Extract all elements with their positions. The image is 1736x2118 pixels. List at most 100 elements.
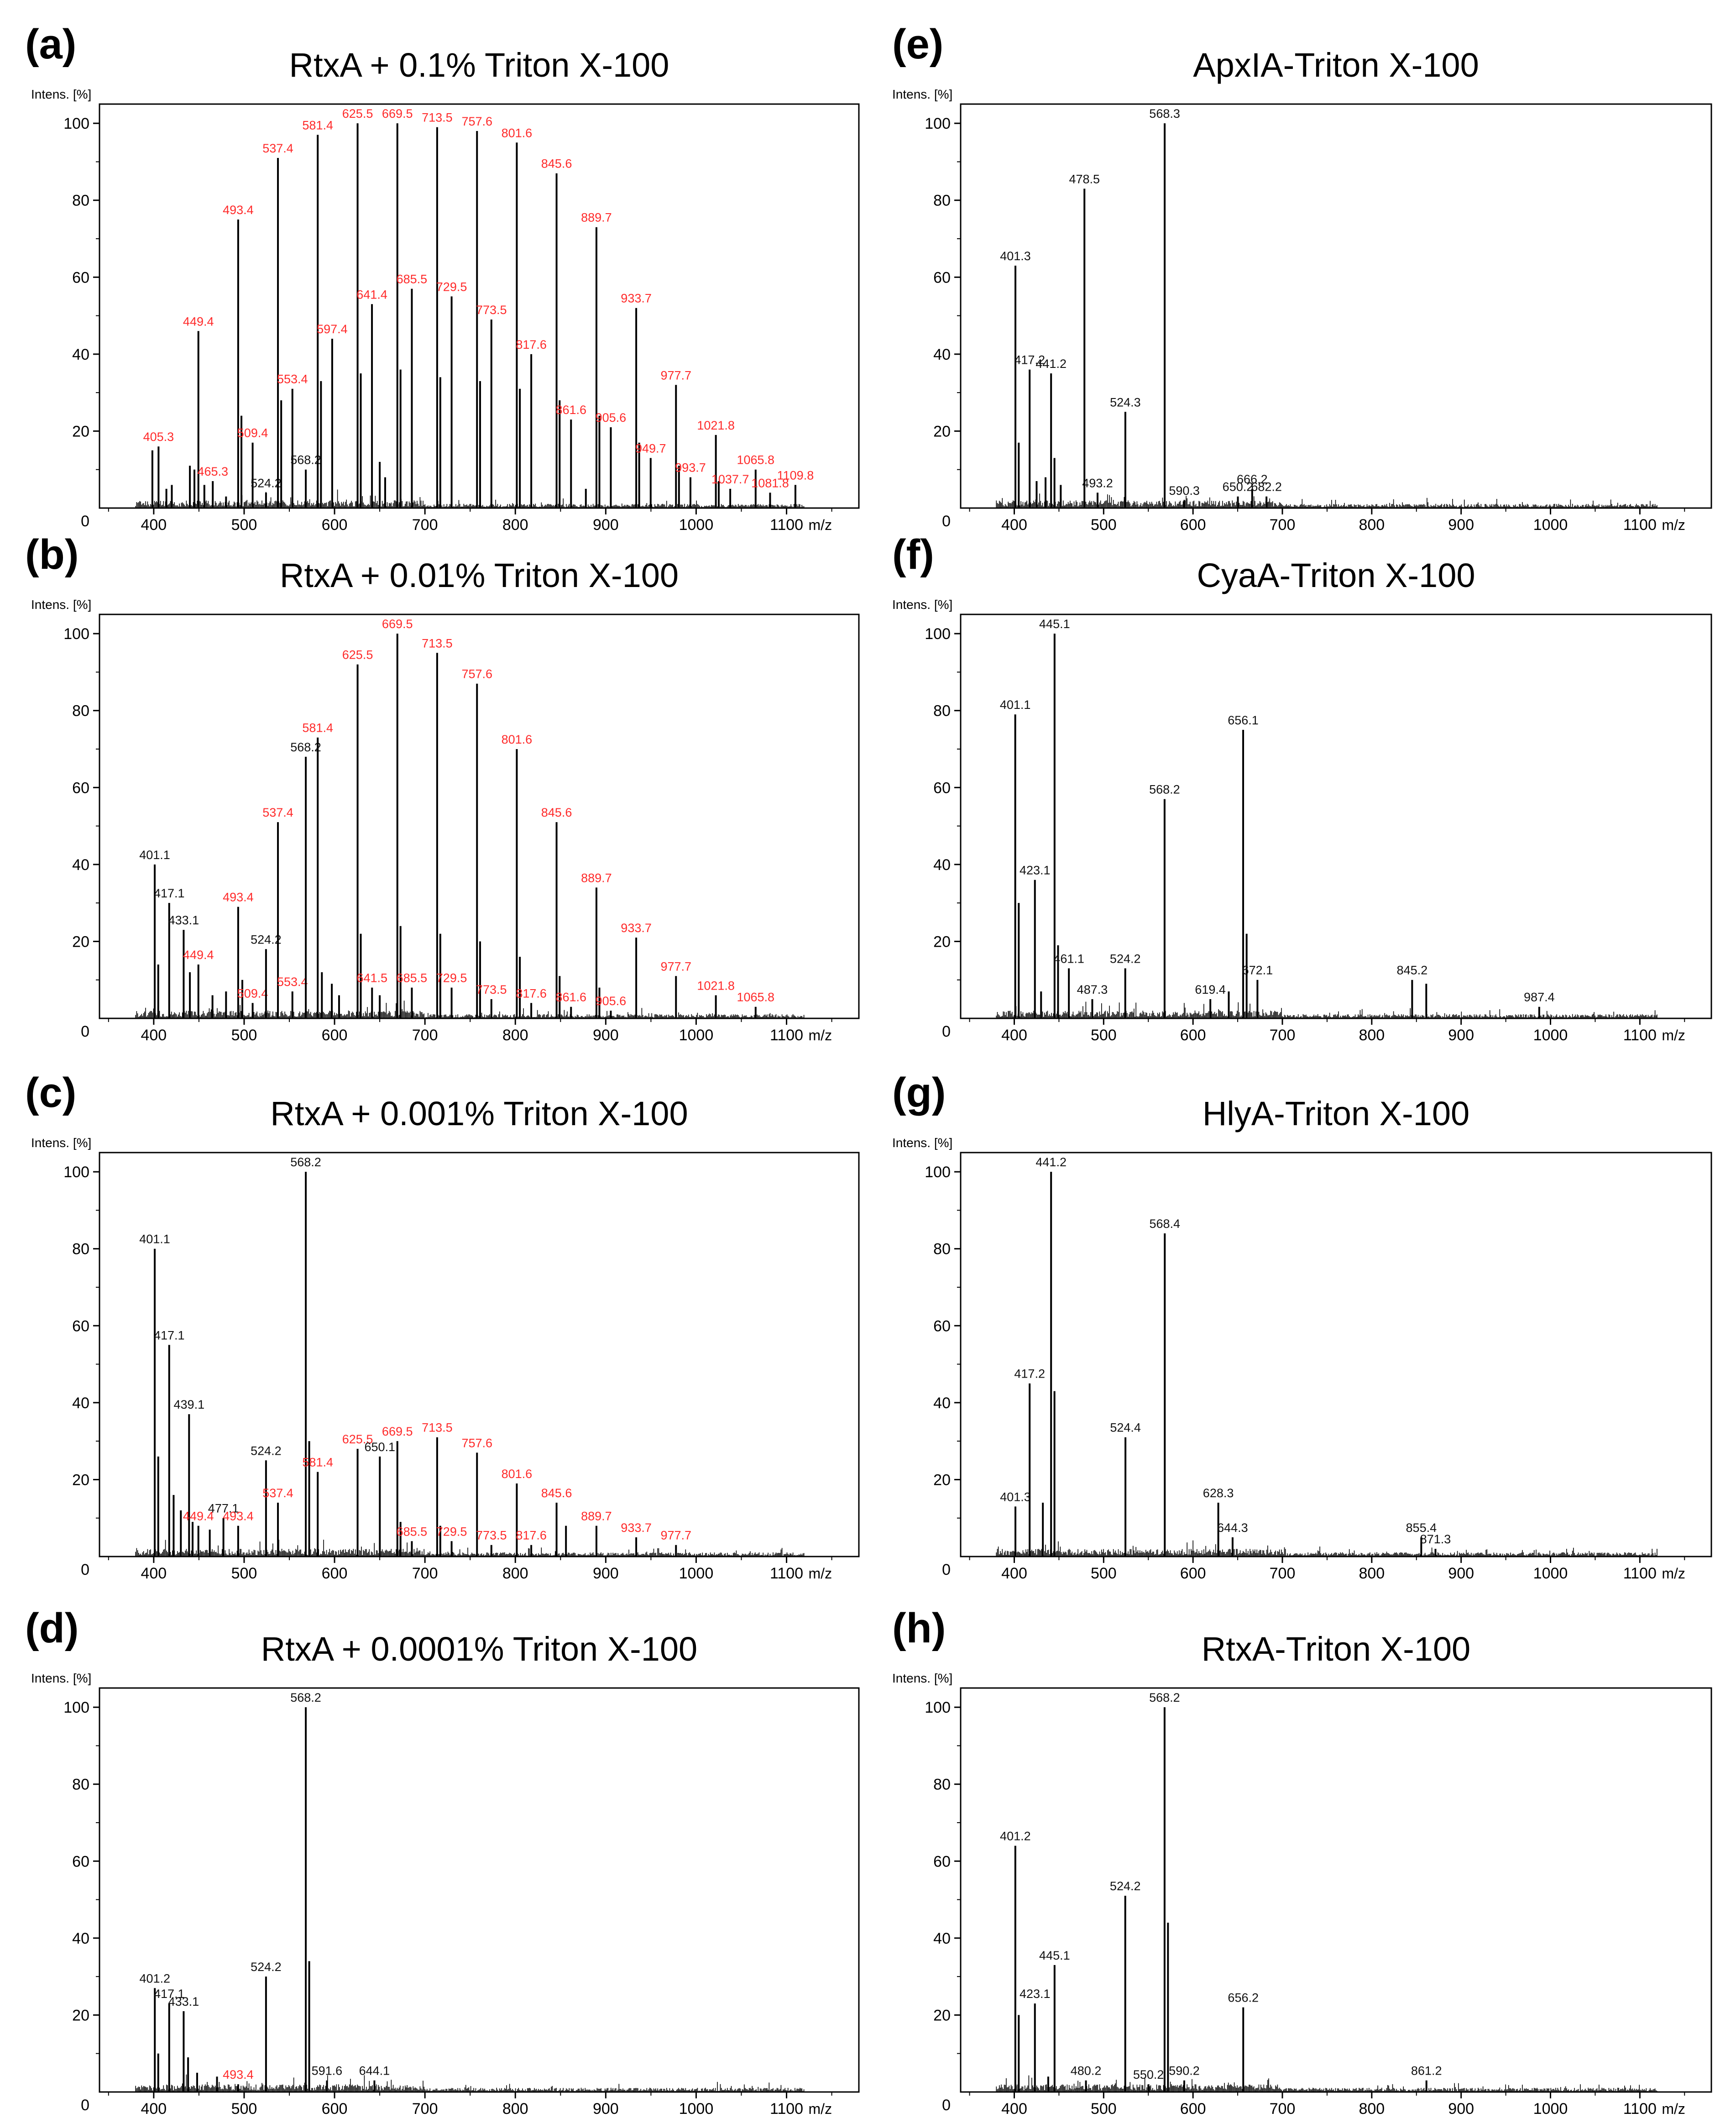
panel-h-xtick-label: 700 (1270, 2100, 1296, 2118)
panel-a-peak-label: 817.6 (516, 338, 547, 351)
panel-d-ylabel: Intens. [%] (31, 1671, 91, 1685)
panel-e-title: ApxIA-Triton X-100 (1193, 46, 1479, 84)
panel-e-xtick-label: 600 (1180, 516, 1206, 534)
panel-g-peak-label: 524.4 (1110, 1421, 1141, 1435)
panel-f-frame (960, 613, 1712, 1019)
panel-b-peak-label: 713.5 (422, 636, 453, 650)
panel-a-peak-label: 801.6 (502, 126, 533, 140)
panel-a-peak-label: 1021.8 (697, 419, 735, 432)
panel-b-xtick-label: 1000 (679, 1027, 714, 1044)
panel-a-peak-label: 1065.8 (737, 453, 774, 467)
panel-c-peak-label: 477.1 (208, 1502, 239, 1515)
panel-c-peak-label: 817.6 (516, 1529, 547, 1542)
panel-d-ytick-label: 20 (72, 2007, 89, 2024)
panel-d-xtick-label: 900 (593, 2100, 619, 2118)
panel-a-peak-label: 773.5 (476, 303, 507, 317)
panel-a-peak-label: 493.4 (223, 203, 254, 217)
panel-g-xtick-label: 900 (1448, 1565, 1474, 1582)
panel-a-peak-label: 729.5 (436, 280, 467, 294)
panel-h-xlabel: m/z (1662, 2101, 1685, 2117)
panel-b-origin-label: 0 (81, 1023, 89, 1040)
panel-b-peak-label: 757.6 (461, 667, 492, 681)
panel-c-peak-label: 417.1 (154, 1328, 185, 1342)
panel-b-letter: (b) (25, 531, 78, 578)
panel-c-xtick-label: 600 (322, 1565, 348, 1582)
panel-d-xtick-label: 1000 (679, 2100, 714, 2118)
panel-e-peak-label: 682.2 (1251, 480, 1282, 494)
panel-e-frame (960, 103, 1712, 509)
panel-b-xtick-label: 900 (593, 1027, 619, 1044)
panel-e-peak-label: 524.3 (1110, 395, 1141, 409)
panel-g-xtick-label: 400 (1001, 1565, 1027, 1582)
panel-a: (a) RtxA + 0.1% Triton X-100 Intens. [%] 20… (25, 21, 860, 534)
panel-f-peak-label: 445.1 (1039, 617, 1070, 631)
panel-g-peak-label: 871.3 (1420, 1532, 1451, 1546)
panel-h-peak-label: 423.1 (1020, 1987, 1051, 2001)
panel-g-ytick-label: 40 (933, 1395, 951, 1412)
panel-b-peak-label: 509.4 (237, 986, 268, 1000)
panel-g-xtick-label: 800 (1359, 1565, 1385, 1582)
panel-c: (c) RtxA + 0.001% Triton X-100 Intens. [%]… (25, 1069, 860, 1582)
panel-a-peak-label: 509.4 (237, 426, 268, 440)
panel-g-ytick-label: 100 (925, 1164, 951, 1181)
panel-f-ytick-label: 80 (933, 703, 951, 720)
panel-a-peak-label: 905.6 (596, 411, 627, 425)
panel-g-letter: (g) (892, 1069, 946, 1116)
panel-e: (e) ApxIA-Triton X-100 Intens. [%] 20 40 60 80… (892, 21, 1712, 534)
panel-d-peak-label: 433.1 (168, 1995, 199, 2008)
panel-c-xtick-label: 1000 (679, 1565, 714, 1582)
panel-e-xtick-label: 500 (1091, 516, 1117, 534)
panel-d-peak-label: 644.1 (359, 2064, 390, 2078)
panel-a-peak-label: 581.4 (302, 118, 333, 132)
panel-d-baseline-noise (135, 2074, 805, 2092)
panel-c-peak-label: 493.4 (223, 1510, 254, 1523)
panel-f-xtick-label: 700 (1270, 1027, 1296, 1044)
panel-a-xtick-label: 1000 (679, 516, 714, 534)
panel-b-peak-label: 568.2 (290, 740, 321, 754)
panel-d: (d) RtxA + 0.0001% Triton X-100 Intens. [%… (25, 1605, 860, 2118)
panel-e-baseline-noise (996, 493, 1658, 508)
panel-d-peak-label: 524.2 (251, 1960, 282, 1974)
panel-c-peak-label: 449.4 (183, 1510, 214, 1523)
panel-f-ytick-label: 20 (933, 933, 951, 950)
panel-a-peak-label: 597.4 (317, 322, 348, 336)
panel-c-peak-label: 537.4 (262, 1486, 293, 1500)
panel-b-xtick-label: 700 (412, 1027, 438, 1044)
panel-a-peak-label: 568.2 (290, 453, 321, 467)
panel-a-peak-label: 993.7 (675, 461, 706, 475)
panel-b-xtick-label: 1100 (770, 1027, 803, 1044)
panel-e-peak-label: 478.5 (1069, 172, 1100, 186)
panel-g-xtick-label: 1000 (1533, 1565, 1568, 1582)
panel-b-ytick-label: 80 (72, 703, 89, 720)
panel-f-peak-label: 401.1 (1000, 698, 1031, 712)
panel-h-peak-label: 480.2 (1071, 2064, 1102, 2078)
panel-c-xtick-label: 1100 (770, 1565, 803, 1582)
panel-a-peak-label: 845.6 (541, 157, 572, 171)
panel-c-peak-label: 650.1 (365, 1440, 396, 1454)
panel-g-baseline-noise (996, 1539, 1658, 1557)
panel-d-peak-label: 493.4 (223, 2068, 254, 2081)
panel-a-peak-label: 889.7 (581, 211, 612, 225)
panel-d-origin-label: 0 (81, 2097, 89, 2114)
panel-b-xtick-label: 500 (231, 1027, 257, 1044)
panel-d-xtick-label: 600 (322, 2100, 348, 2118)
panel-b-peak-label: 433.1 (168, 913, 199, 927)
panel-d-xlabel: m/z (809, 2101, 832, 2117)
panel-g-title: HlyA-Triton X-100 (1203, 1095, 1469, 1132)
panel-g-peak-label: 855.4 (1406, 1521, 1437, 1535)
panel-d-xtick-label: 700 (412, 2100, 438, 2118)
panel-d-letter: (d) (25, 1605, 78, 1651)
panel-a-peak-label: 1081.8 (751, 476, 789, 490)
panel-f-peak-label: 423.1 (1020, 864, 1051, 877)
panel-a-xlabel: m/z (809, 517, 832, 533)
panel-d-peak-label: 568.2 (290, 1691, 321, 1704)
panel-a-peak-label: 977.7 (660, 368, 691, 382)
panel-b-peak-label: 861.6 (555, 991, 586, 1004)
panel-a-peak-label: 465.3 (197, 465, 228, 478)
panel-c-peak-label: 713.5 (422, 1421, 453, 1435)
panel-h-xtick-label: 500 (1091, 2100, 1117, 2118)
panel-f-xtick-label: 900 (1448, 1027, 1474, 1044)
panel-a-xtick-label: 700 (412, 516, 438, 534)
panel-e-ytick-label: 100 (925, 115, 951, 132)
